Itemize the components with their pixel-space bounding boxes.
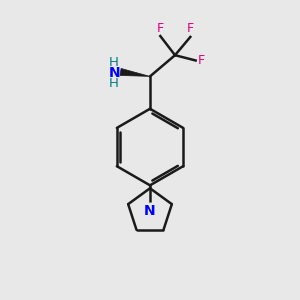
Text: F: F [187,22,194,35]
Text: N: N [144,204,156,218]
Polygon shape [120,68,150,76]
Text: F: F [157,22,164,34]
Text: F: F [198,54,205,67]
Text: H: H [109,56,119,69]
Text: N: N [108,66,120,80]
Text: H: H [109,77,119,90]
